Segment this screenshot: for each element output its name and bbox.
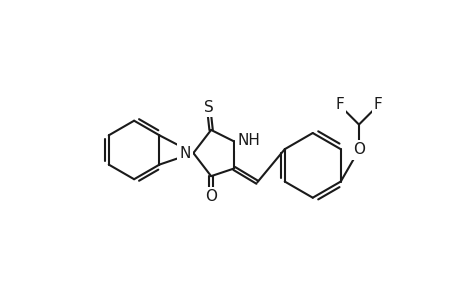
Text: S: S xyxy=(203,100,213,115)
Text: F: F xyxy=(373,97,382,112)
Text: F: F xyxy=(335,97,343,112)
Text: O: O xyxy=(205,189,217,204)
Text: NH: NH xyxy=(237,133,260,148)
Text: O: O xyxy=(352,142,364,158)
Text: N: N xyxy=(179,146,190,160)
